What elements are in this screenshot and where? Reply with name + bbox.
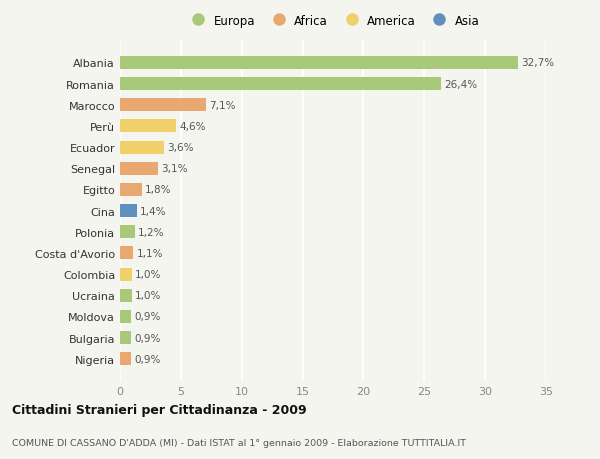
Bar — [120, 78, 442, 91]
Text: 7,1%: 7,1% — [209, 101, 236, 111]
Text: COMUNE DI CASSANO D'ADDA (MI) - Dati ISTAT al 1° gennaio 2009 - Elaborazione TUT: COMUNE DI CASSANO D'ADDA (MI) - Dati IST… — [12, 438, 466, 447]
Bar — [120, 289, 132, 302]
Bar — [120, 99, 206, 112]
Text: Cittadini Stranieri per Cittadinanza - 2009: Cittadini Stranieri per Cittadinanza - 2… — [12, 403, 307, 416]
Bar — [120, 268, 132, 281]
Bar — [120, 120, 176, 133]
Bar — [120, 205, 137, 218]
Bar — [120, 331, 131, 344]
Text: 4,6%: 4,6% — [179, 122, 206, 132]
Text: 1,4%: 1,4% — [140, 206, 167, 216]
Text: 1,2%: 1,2% — [137, 227, 164, 237]
Text: 1,8%: 1,8% — [145, 185, 172, 195]
Text: 26,4%: 26,4% — [445, 79, 478, 90]
Text: 1,1%: 1,1% — [136, 248, 163, 258]
Text: 0,9%: 0,9% — [134, 354, 160, 364]
Text: 0,9%: 0,9% — [134, 333, 160, 343]
Bar — [120, 184, 142, 196]
Text: 0,9%: 0,9% — [134, 312, 160, 322]
Text: 1,0%: 1,0% — [135, 291, 161, 301]
Bar — [120, 310, 131, 323]
Bar — [120, 162, 158, 175]
Bar — [120, 226, 134, 239]
Bar — [120, 353, 131, 365]
Text: 3,6%: 3,6% — [167, 143, 193, 153]
Text: 3,1%: 3,1% — [161, 164, 187, 174]
Text: 1,0%: 1,0% — [135, 269, 161, 280]
Bar — [120, 57, 518, 70]
Bar — [120, 141, 164, 154]
Text: 32,7%: 32,7% — [521, 58, 554, 68]
Bar — [120, 247, 133, 260]
Legend: Europa, Africa, America, Asia: Europa, Africa, America, Asia — [182, 10, 484, 32]
